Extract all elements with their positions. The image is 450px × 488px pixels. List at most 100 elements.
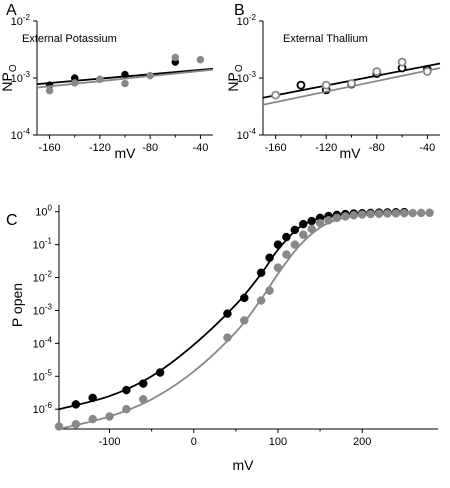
data-point [282, 232, 291, 242]
data-point [240, 316, 249, 325]
x-tick-label: -40 [192, 142, 208, 154]
data-point [332, 213, 342, 223]
data-point [307, 216, 316, 226]
data-point [349, 211, 359, 220]
data-point [121, 79, 129, 88]
data-point [366, 209, 375, 219]
data-point [122, 404, 131, 414]
data-point [196, 55, 205, 64]
data-point [408, 208, 417, 218]
x-tick-label: 200 [353, 436, 371, 448]
y-tick-label: 10-3 [237, 70, 257, 85]
series-2 [262, 57, 441, 106]
data-point [105, 412, 114, 421]
y-axis-label: NPO [0, 64, 19, 91]
data-point [256, 268, 266, 277]
fit-curve [58, 212, 405, 430]
data-point [96, 75, 104, 84]
x-tick-label: 0 [191, 436, 197, 448]
y-tick-label: 10-3 [11, 70, 31, 85]
data-point [324, 216, 333, 225]
data-point [138, 395, 148, 404]
x-tick-label: -120 [89, 142, 111, 154]
data-point [307, 224, 316, 234]
data-point [315, 218, 325, 228]
y-tick-label: 10-4 [33, 335, 53, 350]
data-point [155, 368, 165, 377]
y-tick-label: 10-4 [237, 127, 257, 142]
panel-letter: C [6, 212, 18, 229]
x-axis-label: mV [233, 457, 255, 473]
data-point [422, 67, 432, 76]
y-tick-label: 10-5 [33, 368, 53, 383]
data-point [372, 67, 382, 76]
data-point [290, 240, 300, 249]
data-point [400, 208, 409, 218]
data-point [240, 293, 249, 303]
y-tick-label: 100 [35, 204, 52, 219]
panel-b: B -160 -120 -80 -40 10-4 10-3 10-2 External Thal… [225, 2, 441, 161]
data-point [45, 86, 54, 95]
data-point [321, 80, 331, 90]
data-point [171, 53, 180, 62]
data-point [298, 219, 308, 229]
y-tick-label: 10-2 [33, 270, 53, 285]
data-point [383, 209, 392, 218]
data-point [122, 385, 131, 395]
data-point [296, 80, 306, 90]
data-point [88, 393, 97, 403]
panel-c: C -100 0 100 200 10-6 10-5 10-4 10-3 10-2 10-1 100 m… [6, 204, 438, 473]
data-point [88, 414, 97, 424]
panel-annotation: External Potassium [22, 33, 117, 45]
data-point [290, 225, 300, 235]
data-point [374, 209, 384, 218]
x-tick-label: -80 [369, 142, 385, 154]
data-point [347, 79, 356, 88]
x-axis-label: mV [115, 145, 137, 161]
data-point [71, 419, 81, 429]
data-point [265, 286, 274, 295]
panel-letter: B [234, 2, 245, 19]
x-tick-label: -120 [315, 142, 337, 154]
x-tick-label: -160 [265, 142, 287, 154]
y-tick-label: 10-2 [11, 13, 31, 28]
data-point [256, 296, 266, 305]
panel-a: A -160 -120 -80 -40 10-4 10-3 10-2 External Pota… [0, 2, 214, 161]
fit-line [36, 68, 214, 89]
data-point [416, 208, 426, 218]
series-1 [58, 207, 409, 411]
y-tick-label: 10-4 [11, 127, 31, 142]
fit-curve [58, 211, 405, 411]
y-axis-label: P open [9, 283, 25, 327]
data-point [71, 400, 81, 409]
data-point [223, 333, 232, 342]
x-tick-label: -40 [419, 142, 435, 154]
data-point [271, 90, 281, 100]
data-point [146, 71, 154, 80]
y-tick-label: 10-3 [33, 302, 53, 317]
x-axis-label: mV [340, 145, 362, 161]
data-point [70, 79, 79, 87]
series-2 [36, 53, 214, 95]
data-point [54, 422, 64, 431]
x-tick-label: -160 [39, 142, 61, 154]
data-point [341, 212, 350, 221]
panel-annotation: External Thallium [283, 33, 368, 45]
data-point [391, 209, 401, 218]
data-point [223, 309, 232, 318]
y-axis-label: NPO [225, 64, 245, 91]
data-point [273, 240, 283, 249]
x-tick-label: -80 [142, 142, 158, 154]
y-tick-label: 10-2 [237, 13, 257, 28]
data-point [298, 230, 308, 239]
series-2 [54, 208, 434, 431]
x-tick-label: -100 [99, 436, 121, 448]
data-point [121, 70, 129, 79]
data-point [138, 379, 148, 388]
x-tick-label: 100 [269, 436, 287, 448]
y-tick-label: 10-1 [33, 237, 53, 252]
panel-letter: A [6, 2, 17, 19]
data-point [273, 263, 283, 272]
data-point [265, 253, 274, 262]
